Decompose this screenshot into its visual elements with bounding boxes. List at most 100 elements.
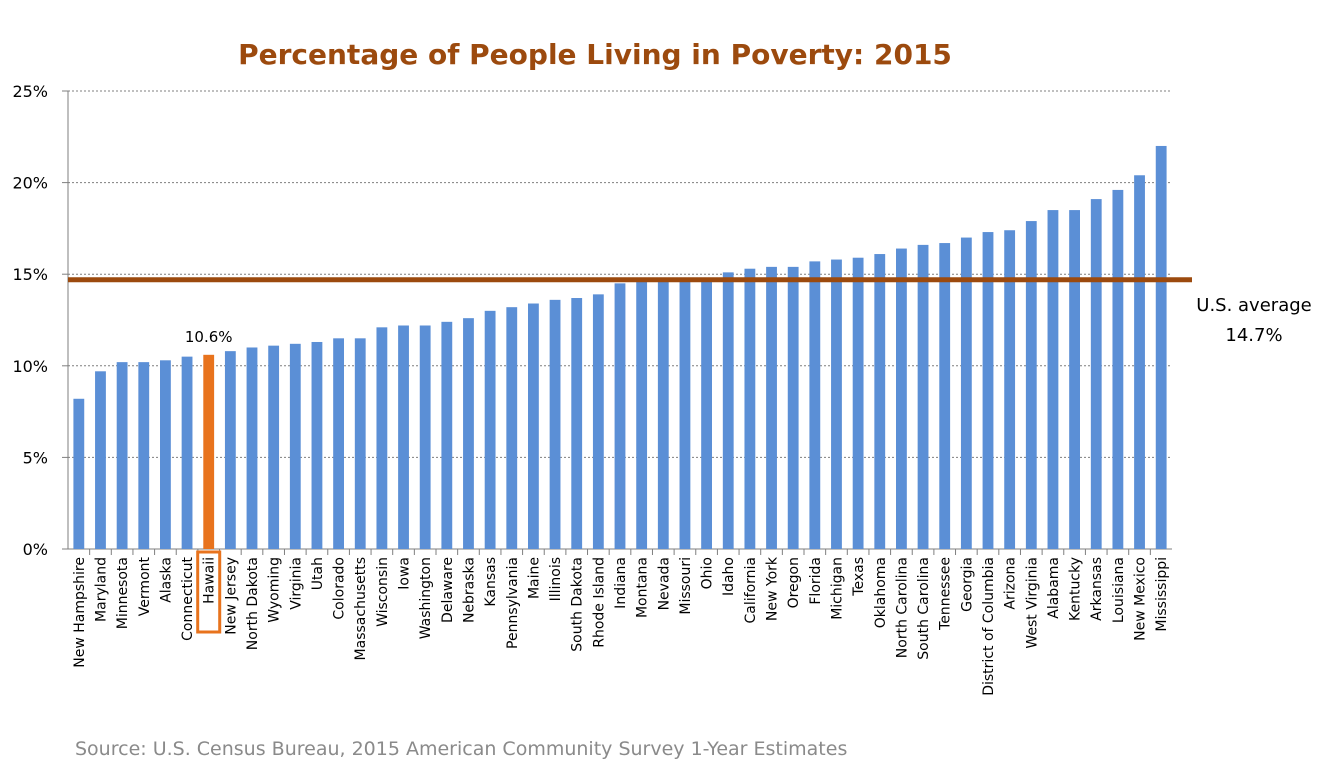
x-tick-label: South Carolina [916,557,932,660]
bar-south-carolina [917,244,929,549]
x-tick-label: Mississippi [1154,557,1170,632]
bar-west-virginia [1025,221,1037,549]
bar-arizona [1004,230,1016,549]
x-tick-label: Indiana [613,557,629,609]
us-average-label: U.S. average [1196,295,1311,316]
bar-new-mexico [1134,175,1145,549]
x-tick-label: Rhode Island [591,557,607,648]
y-tick-label: 15% [12,265,48,284]
x-tick-label: Maryland [93,557,109,622]
x-tick-label: Minnesota [115,557,131,629]
x-tick-label: Oklahoma [873,557,889,628]
bar-pennsylvania [506,307,518,549]
bar-california [744,268,756,549]
x-tick-label: Maine [526,557,542,599]
bar-hawaii [203,354,215,549]
x-tick-label: Tennessee [938,557,954,631]
x-tick-label: Utah [310,557,326,590]
x-tick-label: District of Columbia [981,557,997,696]
category-labels: New Hampshire Maryland Minnesota Vermont Ala… [72,328,1170,696]
bar-missouri [679,277,691,549]
bar-tennessee [939,243,951,549]
bar-oregon [787,266,799,549]
x-tick-label: Kansas [483,557,499,607]
x-tick-label: Washington [418,557,434,639]
x-tick-label: Massachusetts [353,557,369,660]
bar-ohio [701,277,712,549]
bar-georgia [960,237,972,549]
x-tick-label: Illinois [548,557,564,601]
x-tick-label: Idaho [721,557,737,596]
x-tick-label: Wyoming [267,557,283,623]
x-tick-label: Pennsylvania [505,557,521,649]
bar-massachusetts [354,338,366,549]
bar-idaho [722,272,734,549]
bar-nevada [657,279,669,549]
x-tick-label: Arizona [1003,557,1019,610]
x-tick-label: Oregon [786,557,802,608]
bar-iowa [398,325,409,549]
x-tick-label: Georgia [959,557,975,612]
x-tick-label: Ohio [700,557,716,589]
bar-connecticut [181,356,193,549]
x-tick-label: Alaska [158,557,174,603]
x-tick-label: Michigan [829,557,845,620]
x-tick-label: Delaware [440,557,456,623]
x-tick-label: Hawaii [202,557,218,604]
x-tick-label: Iowa [397,557,413,590]
bar-michigan [831,259,842,549]
bar-indiana [614,283,626,549]
x-tick-label: New Hampshire [72,557,88,668]
y-tick-label: 20% [12,174,48,193]
x-tick-label: Wisconsin [375,557,391,627]
us-average-value: 14.7% [1225,325,1282,346]
x-tick-label: West Virginia [1024,557,1040,649]
bar-maryland [95,371,106,549]
x-tick-label: Colorado [332,557,348,620]
bar-alabama [1047,210,1059,549]
y-tick-label: 10% [12,357,48,376]
x-tick-label: Virginia [288,557,304,610]
bar-colorado [333,338,344,549]
bar-south-dakota [571,298,583,549]
bar-new-york [766,266,777,549]
bar-arkansas [1090,199,1102,549]
x-tick-label: Connecticut [180,556,196,640]
x-tick-label: Texas [851,557,867,597]
bar-virginia [289,343,301,549]
bar-wyoming [268,345,280,549]
bar-washington [419,325,431,549]
x-tick-label: New York [765,556,781,621]
bar-vermont [138,362,150,549]
axes: 0% 5% 10% 15% 20% 25% [12,82,1172,559]
bar-utah [311,341,323,549]
bar-new-jersey [224,351,236,549]
bar-wisconsin [376,327,388,549]
x-tick-label: Nebraska [461,557,477,623]
x-tick-label: New Jersey [223,557,239,635]
bar-florida [809,261,821,549]
bar-district-of-columbia [982,232,994,549]
source-note: Source: U.S. Census Bureau, 2015 America… [75,738,848,760]
bar-delaware [441,321,453,549]
bar-oklahoma [874,254,886,549]
highlight-box [196,550,222,634]
x-tick-label: Florida [808,557,824,605]
bars [73,145,1167,550]
bar-kansas [484,310,496,549]
x-tick-label: Vermont [137,556,153,616]
x-tick-label: South Dakota [570,557,586,652]
bar-maine [528,303,539,549]
bar-texas [852,257,864,549]
reference-line-group: U.S. average 14.7% [68,277,1312,346]
bar-new-hampshire [73,398,85,549]
x-tick-label: Arkansas [1089,557,1105,621]
bar-minnesota [116,362,128,549]
bar-mississippi [1155,145,1167,549]
y-tick-label: 25% [12,82,48,101]
x-tick-label: Nevada [656,557,672,610]
bar-louisiana [1112,189,1124,550]
bar-illinois [549,299,561,549]
x-tick-label: Montana [635,557,651,618]
